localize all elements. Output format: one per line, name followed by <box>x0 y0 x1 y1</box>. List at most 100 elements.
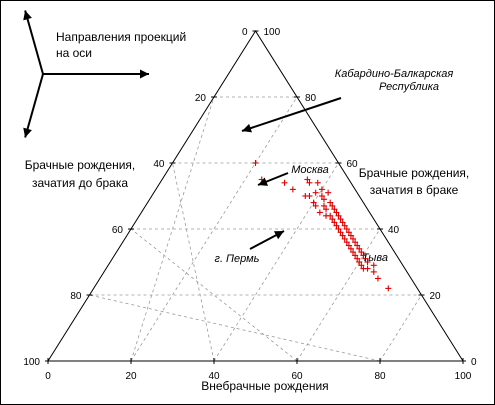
data-point <box>360 252 367 259</box>
legend-arrow-head <box>140 69 149 79</box>
data-point <box>331 219 338 226</box>
left-tick-label: 40 <box>153 159 165 170</box>
data-point <box>356 259 363 265</box>
data-point <box>337 216 344 223</box>
data-point <box>335 212 342 219</box>
legend-arrow-head <box>23 10 32 21</box>
data-point <box>333 209 340 216</box>
data-point <box>329 202 336 209</box>
bottom-tick-label: 0 <box>45 371 51 382</box>
left-tick-label: 60 <box>112 225 124 236</box>
data-point <box>341 235 348 242</box>
data-point <box>343 226 350 232</box>
data-point <box>327 199 334 206</box>
data-point <box>312 202 319 209</box>
legend-label-line2: на оси <box>56 46 92 60</box>
data-point <box>352 252 359 259</box>
data-point <box>320 196 327 203</box>
annotation-perm: г. Пермь <box>215 253 260 265</box>
annotation-arrows <box>241 97 342 250</box>
data-point <box>320 202 327 209</box>
bottom-tick-label: 80 <box>374 371 386 382</box>
data-point <box>312 189 319 196</box>
tick-marks <box>45 30 466 364</box>
tick-labels: 0 100 0 20 80 20 40 60 40 60 40 60 80 20 80 100 0 100 <box>23 27 477 382</box>
data-point <box>314 179 321 186</box>
annotation-moscow: Москва <box>291 164 329 176</box>
grid-line-diag-a <box>296 228 381 362</box>
annotation-kbr-line1: Кабардино-Балкарская <box>335 68 454 80</box>
arrow-kbr-head <box>242 123 252 133</box>
data-point <box>343 239 350 246</box>
data-point <box>337 229 344 236</box>
arrow-moscow-head <box>258 177 269 186</box>
grid-line-diag-a <box>379 294 422 362</box>
data-point <box>358 249 365 256</box>
data-point <box>347 245 354 252</box>
data-point <box>339 232 346 239</box>
projection-legend <box>23 10 149 138</box>
data-point <box>354 255 361 262</box>
right-tick-label: 60 <box>347 159 359 170</box>
data-point <box>370 262 377 269</box>
data-point <box>352 239 359 246</box>
data-point <box>306 193 313 199</box>
data-point <box>329 216 336 223</box>
data-point <box>316 209 323 216</box>
right-tick-label: 20 <box>430 291 442 302</box>
data-point <box>341 222 348 229</box>
data-point <box>374 275 381 282</box>
data-point <box>358 262 365 269</box>
left-axis-label-line2: зачатия до брака <box>32 176 128 190</box>
annotation-tyva: Тыва <box>362 252 388 264</box>
grid-line-diag-b <box>130 228 298 362</box>
data-point <box>354 242 361 249</box>
data-point <box>325 189 332 196</box>
grid-line-diag-b <box>130 96 215 362</box>
grid-line-diag-a <box>213 162 339 362</box>
data-point <box>345 242 352 249</box>
data-point <box>252 160 259 166</box>
left-tick-label: 0 <box>242 27 248 38</box>
left-tick-label: 100 <box>23 357 40 368</box>
legend-arrow-head <box>23 127 32 138</box>
data-point <box>385 285 392 292</box>
data-point <box>350 249 357 256</box>
data-point <box>345 229 352 236</box>
data-point <box>370 268 377 275</box>
data-point <box>327 212 334 219</box>
grid-line-diag-b <box>172 162 215 362</box>
right-axis-label-line1: Брачные рождения, <box>359 166 470 180</box>
data-point <box>333 222 340 229</box>
data-point <box>304 176 311 183</box>
right-tick-label: 0 <box>471 357 477 368</box>
grid-line-diag-a <box>130 96 298 362</box>
data-point <box>356 245 363 252</box>
data-points <box>252 160 392 292</box>
right-tick-label: 100 <box>264 27 281 38</box>
data-point <box>318 186 325 193</box>
data-point <box>289 186 296 193</box>
data-point <box>281 179 288 186</box>
left-axis-label-line1: Брачные рождения, <box>25 158 136 172</box>
arrow-kbr <box>241 97 342 132</box>
data-point <box>347 232 354 239</box>
data-point <box>364 259 371 265</box>
arrow-perm-head <box>273 231 284 240</box>
bottom-tick-label: 100 <box>455 371 472 382</box>
right-tick-label: 40 <box>388 225 400 236</box>
data-point <box>350 235 357 242</box>
legend-label-line1: Направления проекций <box>56 30 186 44</box>
data-point <box>364 265 371 272</box>
right-axis-label-line2: зачатия в браке <box>370 183 459 197</box>
bottom-axis-label: Внебрачные рождения <box>201 379 328 393</box>
left-tick-label: 20 <box>195 93 207 104</box>
data-point <box>323 206 330 213</box>
data-point <box>362 255 369 262</box>
data-point <box>339 219 346 226</box>
triangle-outline <box>47 30 464 362</box>
bottom-tick-label: 40 <box>208 371 220 382</box>
bottom-tick-label: 60 <box>291 371 303 382</box>
